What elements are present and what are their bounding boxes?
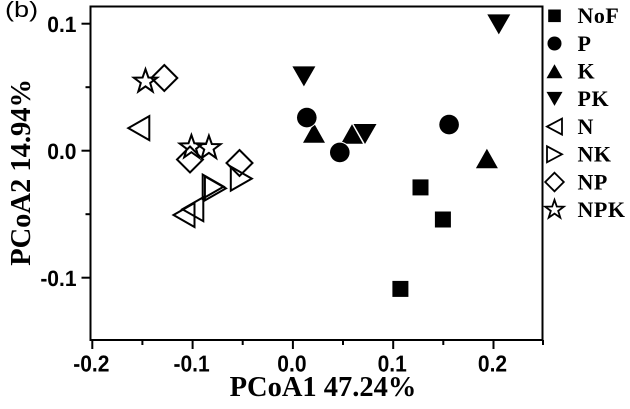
svg-text:NoF: NoF: [578, 3, 620, 28]
svg-text:NPK: NPK: [578, 197, 626, 222]
svg-text:PK: PK: [578, 86, 610, 111]
svg-text:N: N: [578, 114, 594, 139]
svg-text:-0.2: -0.2: [73, 352, 109, 377]
svg-text:P: P: [578, 31, 592, 56]
svg-text:NP: NP: [578, 169, 608, 194]
svg-text:K: K: [578, 59, 596, 84]
svg-text:-0.1: -0.1: [40, 267, 77, 291]
svg-text:PCoA2 14.94%: PCoA2 14.94%: [6, 79, 37, 266]
svg-text:(b): (b): [5, 0, 38, 22]
svg-text:-0.1: -0.1: [174, 352, 211, 377]
svg-text:0.2: 0.2: [478, 352, 507, 377]
svg-text:0.1: 0.1: [378, 352, 408, 377]
svg-text:NK: NK: [578, 142, 612, 167]
svg-text:PCoA1 47.24%: PCoA1 47.24%: [230, 372, 417, 403]
svg-text:0.1: 0.1: [47, 13, 77, 37]
svg-text:0.0: 0.0: [47, 140, 76, 164]
svg-text:0.0: 0.0: [277, 352, 306, 377]
